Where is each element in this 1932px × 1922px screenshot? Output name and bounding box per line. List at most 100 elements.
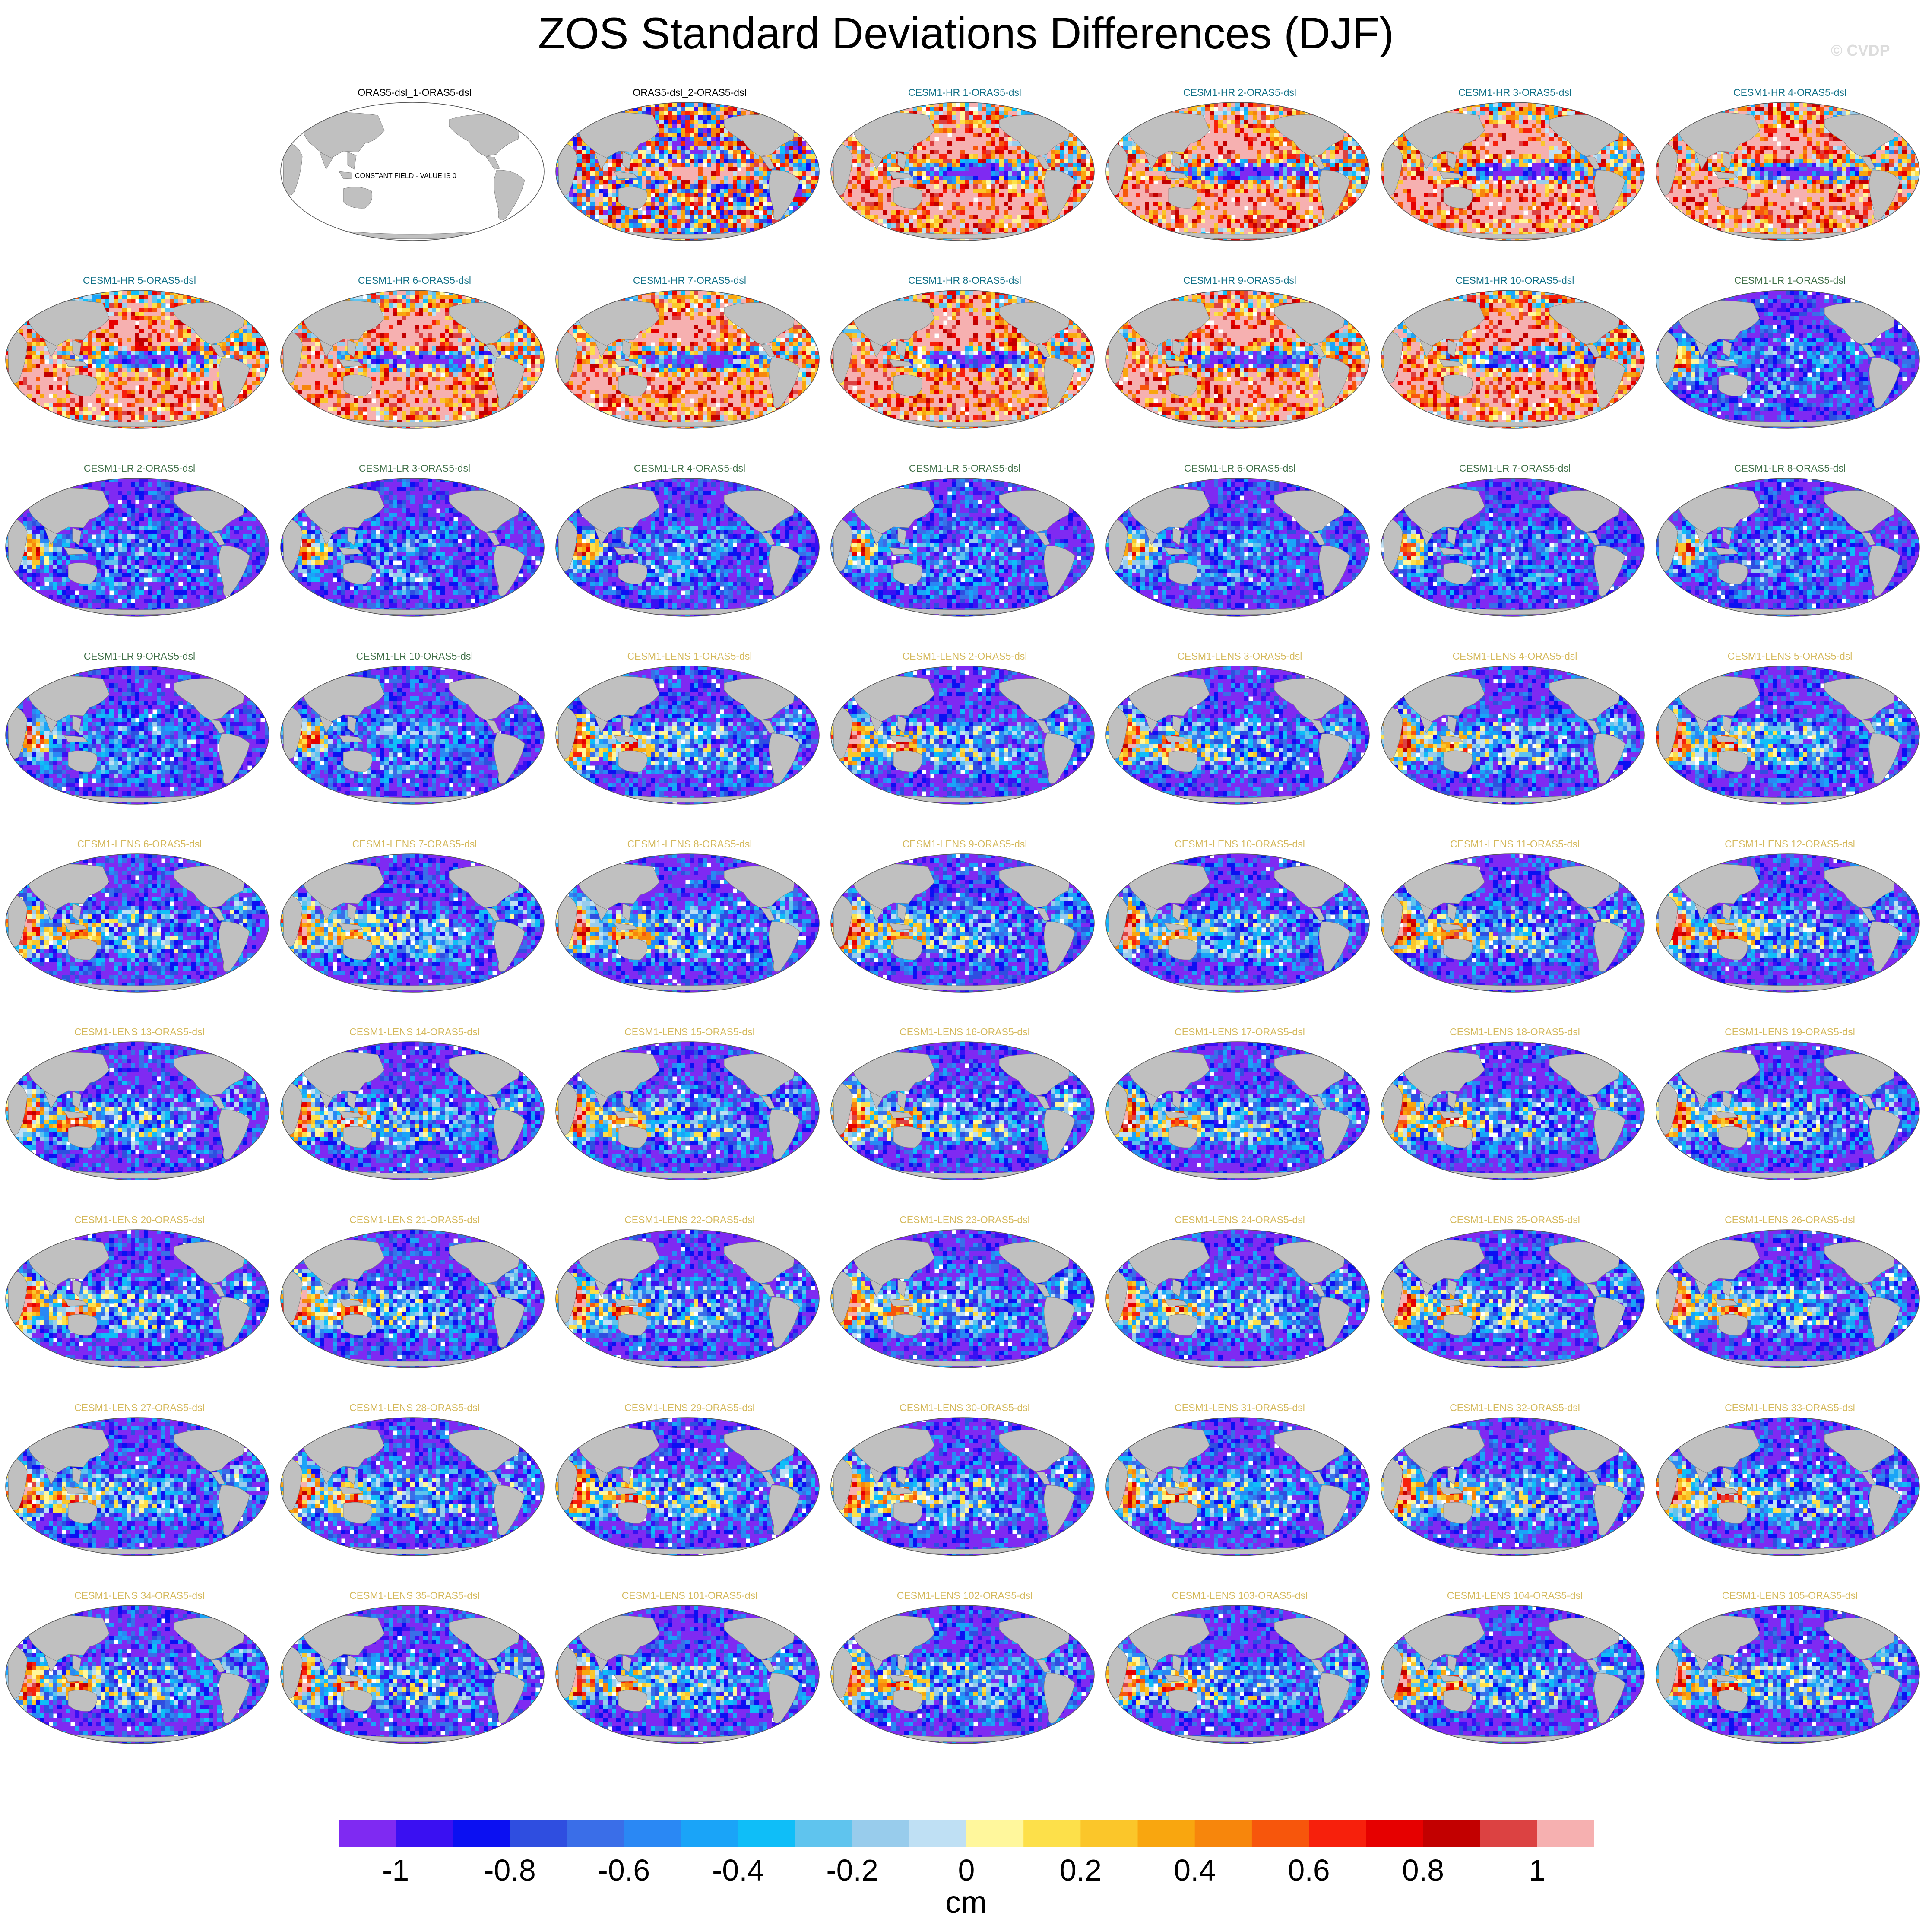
colorbar-swatch (1537, 1820, 1594, 1847)
map-panel: CESM1-LENS 1-ORAS5-dsl (554, 650, 826, 831)
map-panel: ORAS5-dsl_1-ORAS5-dsl CONSTANT FIELD - VA… (279, 86, 551, 268)
map-field (1654, 1227, 1922, 1370)
panel-title: CESM1-LENS 7-ORAS5-dsl (279, 838, 551, 850)
map-panel: CESM1-LENS 29-ORAS5-dsl (554, 1402, 826, 1583)
map-panel: CESM1-LENS 10-ORAS5-dsl (1104, 838, 1376, 1019)
colorbar-swatch (1138, 1820, 1195, 1847)
panel-title: CESM1-LENS 5-ORAS5-dsl (1654, 650, 1926, 662)
map-panel: CESM1-LENS 103-ORAS5-dsl (1104, 1589, 1376, 1771)
colorbar-tick-label: 0.6 (1266, 1853, 1352, 1887)
map-panel: CESM1-LENS 15-ORAS5-dsl (554, 1026, 826, 1207)
panel-title: CESM1-HR 4-ORAS5-dsl (1654, 86, 1926, 98)
panel-title: CESM1-LENS 103-ORAS5-dsl (1104, 1589, 1376, 1602)
map-panel: CESM1-LENS 16-ORAS5-dsl (829, 1026, 1101, 1207)
panel-title: CESM1-LENS 30-ORAS5-dsl (829, 1402, 1101, 1414)
map-panel: CESM1-LENS 102-ORAS5-dsl (829, 1589, 1101, 1771)
map-field (1104, 1603, 1371, 1746)
colorbar-swatch (1366, 1820, 1423, 1847)
colorbar-swatch (966, 1820, 1024, 1847)
map-field (1379, 664, 1647, 806)
map-panel: CESM1-LENS 8-ORAS5-dsl (554, 838, 826, 1019)
map-field (1654, 852, 1922, 994)
panel-title: CESM1-LENS 28-ORAS5-dsl (279, 1402, 551, 1414)
map-panel: CESM1-LENS 105-ORAS5-dsl (1654, 1589, 1926, 1771)
map-field (1379, 1603, 1647, 1746)
map-panel: CESM1-LENS 104-ORAS5-dsl (1379, 1589, 1651, 1771)
colorbar-tick-label: -0.2 (809, 1853, 896, 1887)
map-panel: CESM1-HR 9-ORAS5-dsl (1104, 274, 1376, 456)
map-field (3, 664, 271, 806)
map-field (279, 1040, 546, 1182)
map-panel: CESM1-LR 6-ORAS5-dsl (1104, 462, 1376, 644)
panel-title: CESM1-HR 5-ORAS5-dsl (3, 274, 276, 286)
colorbar-swatch (1080, 1820, 1138, 1847)
colorbar-tick-label: 0 (923, 1853, 1010, 1887)
map-field (1654, 100, 1922, 243)
colorbar-tick-label: -0.8 (467, 1853, 553, 1887)
colorbar-tick-label: -1 (352, 1853, 439, 1887)
colorbar-swatch (1195, 1820, 1252, 1847)
colorbar-tick-label: -0.4 (695, 1853, 781, 1887)
map-field (829, 852, 1096, 994)
panel-title: CESM1-LENS 17-ORAS5-dsl (1104, 1026, 1376, 1038)
map-panel: CESM1-LENS 34-ORAS5-dsl (3, 1589, 276, 1771)
map-panel: CESM1-LENS 2-ORAS5-dsl (829, 650, 1101, 831)
panel-title: CESM1-HR 8-ORAS5-dsl (829, 274, 1101, 286)
map-field (554, 288, 821, 431)
colorbar-swatch (624, 1820, 681, 1847)
map-panel: CESM1-LENS 23-ORAS5-dsl (829, 1214, 1101, 1395)
map-panel: ORAS5-dsl_2-ORAS5-dsl (554, 86, 826, 268)
colorbar-swatch (909, 1820, 967, 1847)
panel-title: CESM1-LR 2-ORAS5-dsl (3, 462, 276, 474)
map-field (1379, 1227, 1647, 1370)
map-panel: CESM1-LENS 24-ORAS5-dsl (1104, 1214, 1376, 1395)
map-panel: CESM1-LENS 33-ORAS5-dsl (1654, 1402, 1926, 1583)
map-panel: CESM1-HR 1-ORAS5-dsl (829, 86, 1101, 268)
colorbar-swatch (510, 1820, 567, 1847)
map-panel: CESM1-LENS 19-ORAS5-dsl (1654, 1026, 1926, 1207)
colorbar-swatch (795, 1820, 852, 1847)
map-field (279, 288, 546, 431)
panel-title: CESM1-LENS 34-ORAS5-dsl (3, 1589, 276, 1602)
panel-title: CESM1-LR 10-ORAS5-dsl (279, 650, 551, 662)
map-field (554, 476, 821, 618)
colorbar-swatch (1252, 1820, 1309, 1847)
map-panel: CESM1-LR 4-ORAS5-dsl (554, 462, 826, 644)
map-panel: CESM1-HR 4-ORAS5-dsl (1654, 86, 1926, 268)
map-field (279, 1415, 546, 1558)
map-panel: CESM1-LENS 14-ORAS5-dsl (279, 1026, 551, 1207)
map-panel: CESM1-LENS 28-ORAS5-dsl (279, 1402, 551, 1583)
panel-title: CESM1-LENS 29-ORAS5-dsl (554, 1402, 826, 1414)
map-field (829, 100, 1096, 243)
map-field (554, 1603, 821, 1746)
panel-title: CESM1-LENS 31-ORAS5-dsl (1104, 1402, 1376, 1414)
map-field (1379, 476, 1647, 618)
map-panel: CESM1-HR 8-ORAS5-dsl (829, 274, 1101, 456)
panel-title: CESM1-LENS 8-ORAS5-dsl (554, 838, 826, 850)
map-field (279, 1603, 546, 1746)
map-panel: CESM1-LENS 6-ORAS5-dsl (3, 838, 276, 1019)
panel-title: CESM1-LENS 33-ORAS5-dsl (1654, 1402, 1926, 1414)
map-panel: CESM1-LENS 9-ORAS5-dsl (829, 838, 1101, 1019)
map-field (279, 476, 546, 618)
colorbar-tick-label: 0.4 (1152, 1853, 1238, 1887)
panel-title: CESM1-LENS 3-ORAS5-dsl (1104, 650, 1376, 662)
map-panel: CESM1-LENS 17-ORAS5-dsl (1104, 1026, 1376, 1207)
map-field (829, 1227, 1096, 1370)
colorbar-swatch (567, 1820, 624, 1847)
map-field (554, 1227, 821, 1370)
map-field (829, 1040, 1096, 1182)
panel-title: CESM1-LENS 32-ORAS5-dsl (1379, 1402, 1651, 1414)
map-panel: CESM1-LENS 20-ORAS5-dsl (3, 1214, 276, 1395)
panel-title: CESM1-LENS 35-ORAS5-dsl (279, 1589, 551, 1602)
map-field (554, 1415, 821, 1558)
panel-title: ORAS5-dsl_1-ORAS5-dsl (279, 86, 551, 98)
map-panel: CESM1-LENS 26-ORAS5-dsl (1654, 1214, 1926, 1395)
map-panel: CESM1-LENS 32-ORAS5-dsl (1379, 1402, 1651, 1583)
map-field (554, 100, 821, 243)
map-panel: CESM1-LENS 4-ORAS5-dsl (1379, 650, 1651, 831)
map-panel: CESM1-HR 2-ORAS5-dsl (1104, 86, 1376, 268)
colorbar-swatch (1023, 1820, 1081, 1847)
map-panel: CESM1-HR 6-ORAS5-dsl (279, 274, 551, 456)
panel-title: CESM1-HR 3-ORAS5-dsl (1379, 86, 1651, 98)
